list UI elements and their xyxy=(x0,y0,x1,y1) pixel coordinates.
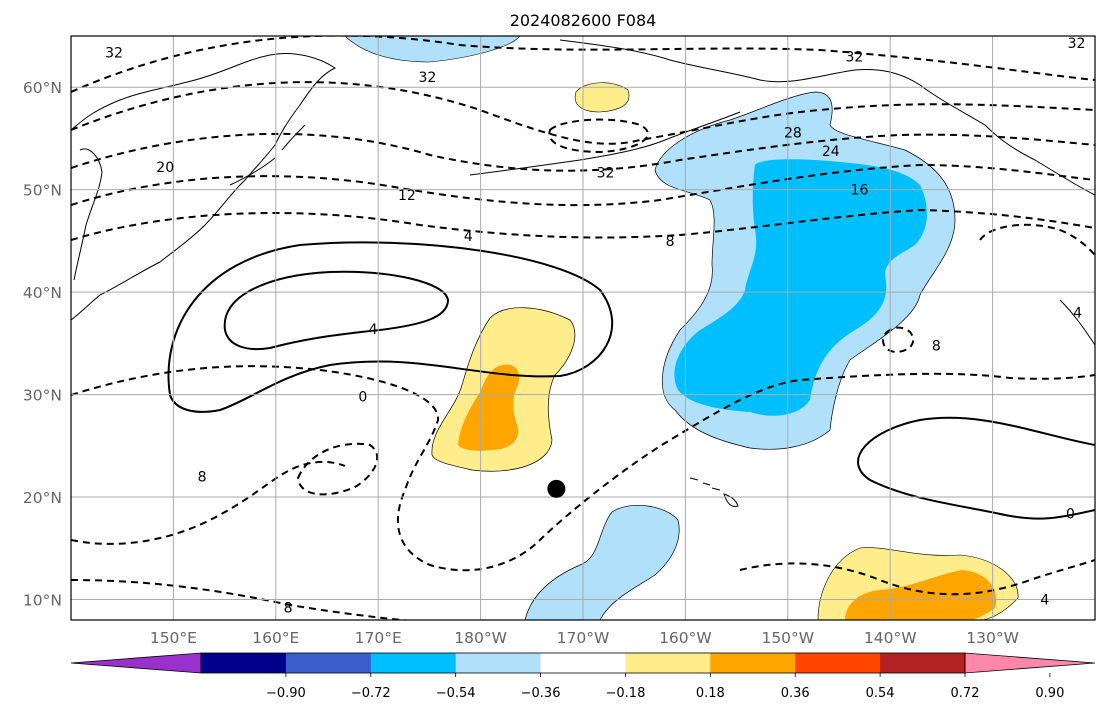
contour-label: 24 xyxy=(822,144,840,160)
contour-label: 28 xyxy=(784,125,802,141)
latitude-tick-labels: 60°N 50°N 40°N 30°N 20°N 10°N xyxy=(23,79,62,609)
contour-label: 0 xyxy=(358,390,367,406)
coastline-alaska xyxy=(559,39,1095,196)
contour-lines xyxy=(71,36,1095,620)
colorbar-segment xyxy=(540,653,626,673)
marker-layer xyxy=(547,479,566,498)
coastline-asia xyxy=(71,52,337,321)
colorbar-tick-label: −0.90 xyxy=(266,686,306,701)
colorbar-segment xyxy=(880,653,966,673)
colorbar-labels: −0.90 −0.72 −0.54 −0.36 −0.18 0.18 0.36 0.54 0.7… xyxy=(266,673,1064,701)
coastline-kuril xyxy=(229,124,306,186)
contour-label: 8 xyxy=(284,601,293,617)
colorbar-tick-label: −0.36 xyxy=(521,686,561,701)
longitude-tick-labels: 150°E 160°E 170°E 180°W 170°W 160°W 150°W 140°W… xyxy=(150,629,1019,647)
latitude-tick-label: 50°N xyxy=(23,182,62,200)
latitude-tick-label: 40°N xyxy=(23,284,62,302)
shaded-fields xyxy=(344,36,1019,620)
coastline-north-america xyxy=(1059,299,1095,346)
colorbar-segment xyxy=(795,653,881,673)
strong-positive-anomaly-region-central xyxy=(458,364,520,451)
colorbar-segment xyxy=(455,653,542,673)
contour-labels: 32 32 20 12 4 4 0 8 8 32 8 28 24 16 32 32 8 4 0 4 xyxy=(105,36,1086,617)
contour-label: 8 xyxy=(932,338,941,354)
negative-anomaly-region-south xyxy=(524,505,680,620)
colorbar-tick-label: 0.54 xyxy=(866,686,895,701)
contour-label: 32 xyxy=(845,49,863,65)
strong-negative-anomaly-region-north-pacific xyxy=(674,159,927,416)
figure-title: 2024082600 F084 xyxy=(510,11,657,30)
contour-label: 4 xyxy=(464,229,473,245)
contour-label: 32 xyxy=(1068,36,1086,52)
colorbar-segment xyxy=(625,653,711,673)
latitude-tick-label: 10°N xyxy=(23,592,62,610)
contour-label: 0 xyxy=(1066,506,1075,522)
longitude-tick-label: 160°W xyxy=(659,629,712,647)
latitude-tick-label: 30°N xyxy=(23,387,62,405)
map-area: 32 32 20 12 4 4 0 8 8 32 8 28 24 16 32 32 8 4 0 4 xyxy=(71,36,1095,620)
colorbar-min-extend xyxy=(70,652,202,674)
contour-label: 8 xyxy=(198,470,207,486)
contour-label: 8 xyxy=(666,234,675,250)
location-marker xyxy=(547,479,566,498)
latitude-tick-label: 20°N xyxy=(23,489,62,507)
strong-positive-anomaly-region-southeast xyxy=(845,570,997,620)
longitude-tick-label: 130°W xyxy=(966,629,1019,647)
contour-label: 32 xyxy=(418,70,436,86)
colorbar-tick-label: −0.54 xyxy=(436,686,476,701)
longitude-tick-label: 180°W xyxy=(454,629,507,647)
longitude-tick-label: 160°E xyxy=(252,629,299,647)
colorbar-max-extend xyxy=(964,652,1096,674)
contour-label: 16 xyxy=(851,183,869,199)
colorbar xyxy=(70,652,1096,674)
colorbar-segment xyxy=(201,653,287,673)
longitude-tick-label: 150°E xyxy=(150,629,197,647)
colorbar-tick-label: 0.90 xyxy=(1035,686,1064,701)
colorbar-tick-label: 0.72 xyxy=(951,686,980,701)
contour-label: 4 xyxy=(1073,306,1082,322)
contour-label: 20 xyxy=(156,160,174,176)
colorbar-tick-label: 0.18 xyxy=(696,686,725,701)
colorbar-tick-label: −0.72 xyxy=(351,686,391,701)
contour-label: 12 xyxy=(398,188,416,204)
colorbar-segment xyxy=(710,653,796,673)
colorbar-tick-label: −0.18 xyxy=(606,686,646,701)
colorbar-tick-label: 0.36 xyxy=(781,686,810,701)
contour-label: 32 xyxy=(105,45,123,61)
colorbar-frame xyxy=(200,652,966,674)
longitude-tick-label: 170°E xyxy=(355,629,402,647)
colorbar-segment xyxy=(370,653,457,673)
positive-anomaly-region-north xyxy=(574,82,630,113)
hawaiian-islands xyxy=(689,477,739,507)
coastline-japan xyxy=(73,148,103,281)
colorbar-segment xyxy=(285,653,372,673)
contour-label: 4 xyxy=(1040,593,1049,609)
map-gridlines xyxy=(71,36,1095,620)
longitude-tick-label: 150°W xyxy=(761,629,814,647)
negative-anomaly-region-northwest xyxy=(344,36,521,63)
latitude-tick-label: 60°N xyxy=(23,79,62,97)
contour-label: 4 xyxy=(369,322,378,338)
map-frame xyxy=(70,35,1096,621)
contour-label: 32 xyxy=(597,165,615,181)
longitude-tick-label: 140°W xyxy=(864,629,917,647)
longitude-tick-label: 170°W xyxy=(557,629,610,647)
